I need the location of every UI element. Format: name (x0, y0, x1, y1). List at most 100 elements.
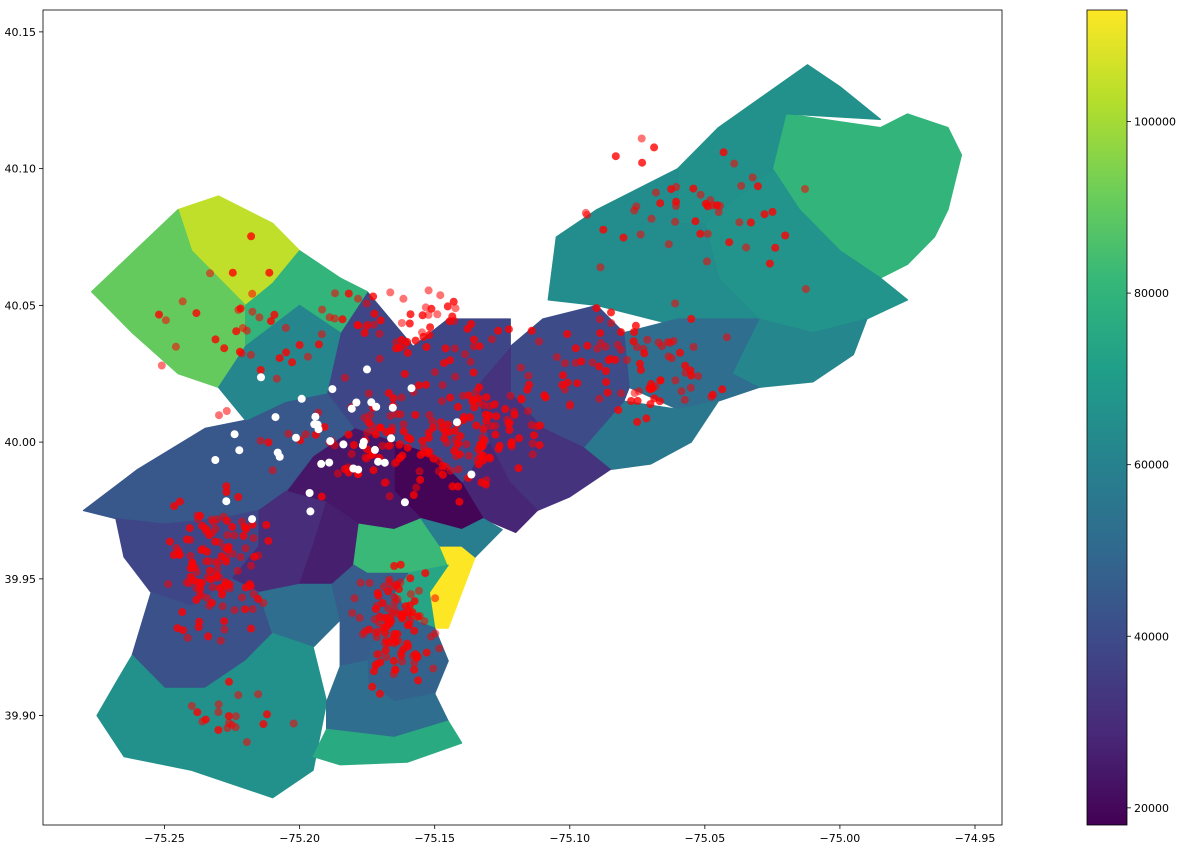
red-point (364, 389, 373, 398)
red-point (211, 537, 220, 546)
x-tick-label: −75.20 (279, 832, 320, 845)
red-point (206, 269, 214, 278)
red-point (424, 428, 433, 437)
red-point (714, 208, 723, 216)
red-point (454, 402, 462, 411)
white-point (257, 373, 265, 382)
red-point (436, 291, 445, 300)
red-point (399, 294, 408, 303)
red-point (424, 286, 433, 295)
red-point (451, 372, 460, 381)
red-point (482, 393, 491, 402)
red-point (420, 617, 429, 626)
red-point (481, 410, 490, 419)
red-point (416, 475, 425, 484)
region-navy-yard (312, 720, 463, 766)
red-point (631, 321, 640, 330)
red-point (428, 417, 437, 425)
red-point (479, 456, 488, 465)
red-point (264, 438, 273, 447)
red-point (396, 578, 405, 587)
red-point (617, 389, 626, 398)
red-point (249, 534, 258, 543)
red-point (227, 720, 236, 729)
red-point (611, 355, 620, 364)
red-point (696, 229, 705, 238)
map-layer (82, 64, 963, 799)
red-point (469, 368, 478, 377)
red-point (217, 552, 226, 561)
red-point (399, 645, 408, 654)
red-point (650, 143, 659, 152)
red-point (381, 646, 390, 655)
red-point (194, 623, 203, 631)
red-point (256, 436, 265, 445)
white-point (388, 403, 397, 412)
red-point (198, 521, 207, 530)
red-point (390, 598, 399, 607)
red-point (599, 225, 608, 234)
red-point (223, 545, 232, 554)
x-tick-label: −75.00 (820, 832, 861, 845)
red-point (220, 617, 229, 626)
red-point (399, 427, 408, 436)
white-point (352, 398, 361, 407)
red-point (238, 324, 247, 332)
red-point (340, 373, 349, 382)
red-point (671, 299, 680, 308)
x-axis: −75.25 −75.20 −75.15 −75.10 −75.05 −75.00 −74.… (144, 825, 995, 845)
red-point (525, 380, 534, 389)
red-point (429, 664, 438, 673)
colorbar-tick-label: 40000 (1134, 630, 1169, 643)
red-point (400, 370, 409, 378)
red-point (230, 606, 239, 615)
red-point (317, 492, 326, 501)
red-point (391, 665, 399, 674)
red-point (633, 396, 642, 405)
red-point (202, 557, 210, 566)
red-point (595, 394, 604, 403)
white-point (222, 497, 231, 506)
red-point (686, 383, 695, 392)
red-point (354, 294, 362, 303)
red-point (424, 310, 433, 319)
red-point (376, 316, 385, 325)
red-point (527, 421, 536, 429)
red-point (406, 310, 415, 319)
red-point (365, 625, 374, 634)
red-point (482, 416, 491, 425)
red-point (541, 393, 550, 402)
red-point (461, 350, 469, 359)
red-point (505, 426, 514, 434)
red-point (216, 636, 225, 645)
red-point (504, 325, 513, 334)
red-point (363, 428, 372, 437)
red-point (635, 359, 644, 368)
red-point (565, 402, 574, 410)
red-point (234, 493, 243, 501)
red-point (362, 454, 371, 463)
red-point (398, 657, 407, 666)
x-tick-label: −75.10 (549, 832, 590, 845)
red-point (396, 410, 405, 419)
white-point (328, 385, 337, 394)
red-point (406, 574, 415, 583)
red-point (448, 482, 457, 491)
red-point (433, 310, 442, 319)
red-point (192, 309, 201, 318)
red-point (760, 210, 769, 219)
red-point (627, 397, 636, 405)
red-point (394, 585, 403, 593)
red-point (268, 466, 277, 475)
red-point (742, 243, 751, 252)
red-point (185, 524, 194, 533)
red-point (492, 412, 501, 421)
red-point (470, 403, 479, 412)
red-point (411, 410, 420, 419)
red-point (375, 329, 384, 338)
red-point (390, 459, 399, 468)
red-point (215, 411, 223, 420)
red-point (475, 342, 484, 351)
red-point (186, 536, 195, 544)
